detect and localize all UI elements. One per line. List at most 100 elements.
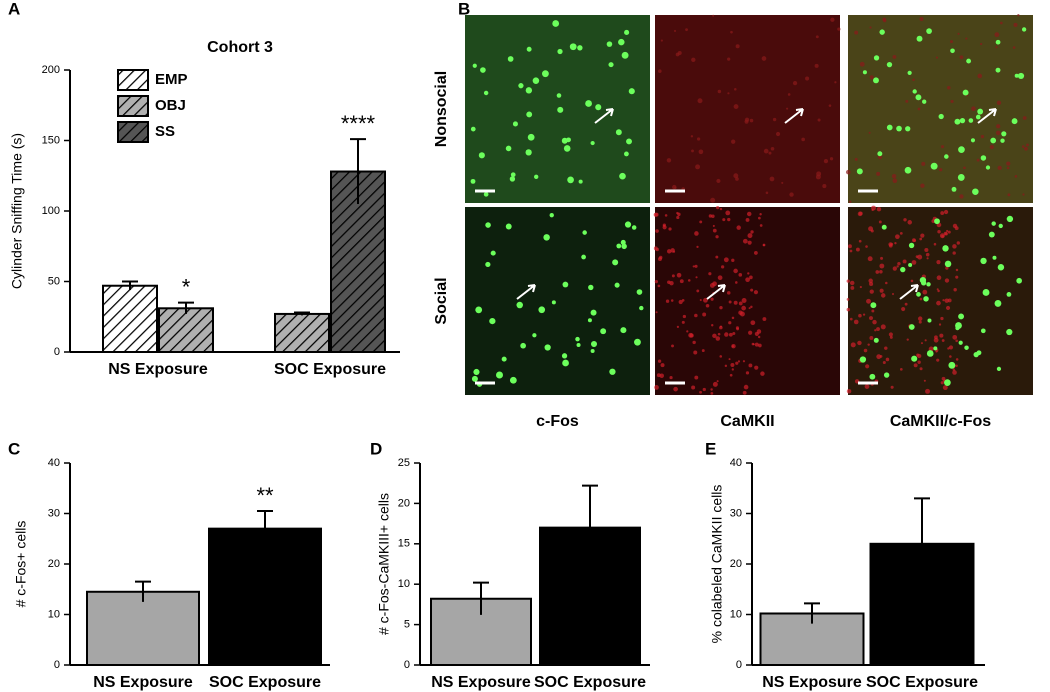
red-signal bbox=[758, 343, 762, 348]
green-cell bbox=[472, 63, 477, 68]
red-signal bbox=[996, 100, 1002, 105]
green-cell bbox=[856, 168, 863, 175]
green-cell bbox=[955, 326, 960, 331]
red-signal bbox=[849, 249, 853, 253]
red-signal bbox=[1006, 161, 1011, 166]
red-signal bbox=[741, 298, 747, 303]
red-signal bbox=[676, 325, 680, 329]
red-signal bbox=[681, 320, 685, 324]
red-signal bbox=[765, 191, 769, 195]
green-cell bbox=[485, 222, 491, 228]
green-cell bbox=[588, 284, 594, 291]
red-signal bbox=[744, 119, 749, 124]
chart-title: Cohort 3 bbox=[207, 39, 273, 56]
red-signal bbox=[996, 124, 1001, 129]
red-signal bbox=[758, 216, 761, 220]
green-cell bbox=[900, 266, 906, 273]
red-signal bbox=[1014, 175, 1018, 178]
red-signal bbox=[1007, 193, 1011, 197]
red-signal bbox=[691, 57, 696, 62]
green-cell bbox=[948, 361, 956, 369]
red-signal bbox=[858, 239, 862, 243]
green-cell bbox=[606, 41, 613, 47]
y-tick-label: 10 bbox=[48, 608, 60, 620]
red-signal bbox=[935, 56, 939, 59]
green-cell bbox=[608, 62, 614, 68]
green-cell bbox=[869, 373, 876, 380]
red-signal bbox=[907, 220, 913, 225]
green-cell bbox=[977, 108, 984, 115]
green-cell bbox=[926, 28, 932, 34]
green-cell bbox=[916, 292, 921, 297]
green-cell bbox=[567, 176, 574, 184]
red-signal bbox=[941, 339, 945, 342]
red-signal bbox=[712, 333, 717, 339]
green-cell bbox=[538, 306, 546, 314]
green-cell bbox=[944, 379, 951, 386]
red-signal bbox=[710, 197, 716, 203]
green-cell bbox=[590, 348, 595, 354]
red-signal bbox=[721, 265, 725, 269]
green-cell bbox=[927, 318, 932, 323]
green-cell bbox=[590, 341, 598, 348]
red-signal bbox=[869, 316, 873, 321]
red-signal bbox=[957, 32, 960, 35]
green-cell bbox=[905, 126, 911, 132]
red-signal bbox=[940, 381, 944, 385]
y-tick-label: 10 bbox=[730, 608, 742, 620]
green-cell bbox=[1006, 215, 1014, 223]
red-signal bbox=[846, 307, 851, 312]
green-cell bbox=[1011, 118, 1018, 125]
green-cell bbox=[543, 234, 550, 241]
green-cell bbox=[470, 178, 476, 184]
green-cell bbox=[1001, 131, 1007, 137]
red-signal bbox=[711, 324, 714, 327]
green-cell bbox=[619, 172, 626, 180]
green-cell bbox=[581, 254, 586, 260]
red-signal bbox=[917, 107, 921, 111]
green-cell bbox=[877, 151, 883, 157]
green-cell bbox=[624, 221, 632, 228]
red-signal bbox=[869, 336, 874, 340]
red-signal bbox=[710, 388, 713, 391]
red-signal bbox=[872, 319, 877, 325]
green-cell bbox=[569, 43, 577, 51]
red-signal bbox=[711, 214, 715, 218]
red-signal bbox=[745, 277, 750, 283]
column-label: CaMKII/c-Fos bbox=[890, 413, 991, 430]
red-signal bbox=[954, 226, 959, 231]
green-cell bbox=[870, 302, 877, 309]
error-bar bbox=[122, 280, 138, 290]
red-signal bbox=[787, 93, 791, 96]
red-signal bbox=[754, 342, 759, 347]
red-signal bbox=[654, 280, 658, 284]
green-cell bbox=[532, 333, 537, 338]
red-signal bbox=[850, 342, 856, 348]
red-signal bbox=[867, 343, 870, 346]
red-signal bbox=[682, 314, 687, 319]
red-signal bbox=[735, 326, 740, 330]
red-signal bbox=[728, 300, 732, 304]
red-signal bbox=[716, 380, 719, 383]
red-signal bbox=[919, 17, 924, 22]
red-signal bbox=[939, 333, 944, 338]
error-bar bbox=[582, 484, 598, 570]
green-cell bbox=[873, 55, 880, 61]
red-signal bbox=[846, 279, 850, 283]
green-cell bbox=[908, 324, 915, 330]
red-signal bbox=[882, 360, 886, 365]
green-cell bbox=[879, 29, 885, 35]
red-signal bbox=[944, 298, 949, 303]
red-signal bbox=[816, 171, 822, 177]
red-signal bbox=[760, 371, 765, 376]
red-signal bbox=[781, 181, 784, 184]
red-signal bbox=[731, 316, 735, 320]
red-signal bbox=[937, 289, 940, 293]
green-cell bbox=[631, 225, 637, 230]
red-signal bbox=[859, 61, 865, 67]
y-tick-label: 25 bbox=[398, 457, 410, 469]
red-signal bbox=[658, 69, 662, 73]
y-axis-label: % colabeled CaMKII cells bbox=[709, 485, 725, 644]
green-cell bbox=[525, 87, 533, 94]
red-signal bbox=[756, 329, 762, 334]
